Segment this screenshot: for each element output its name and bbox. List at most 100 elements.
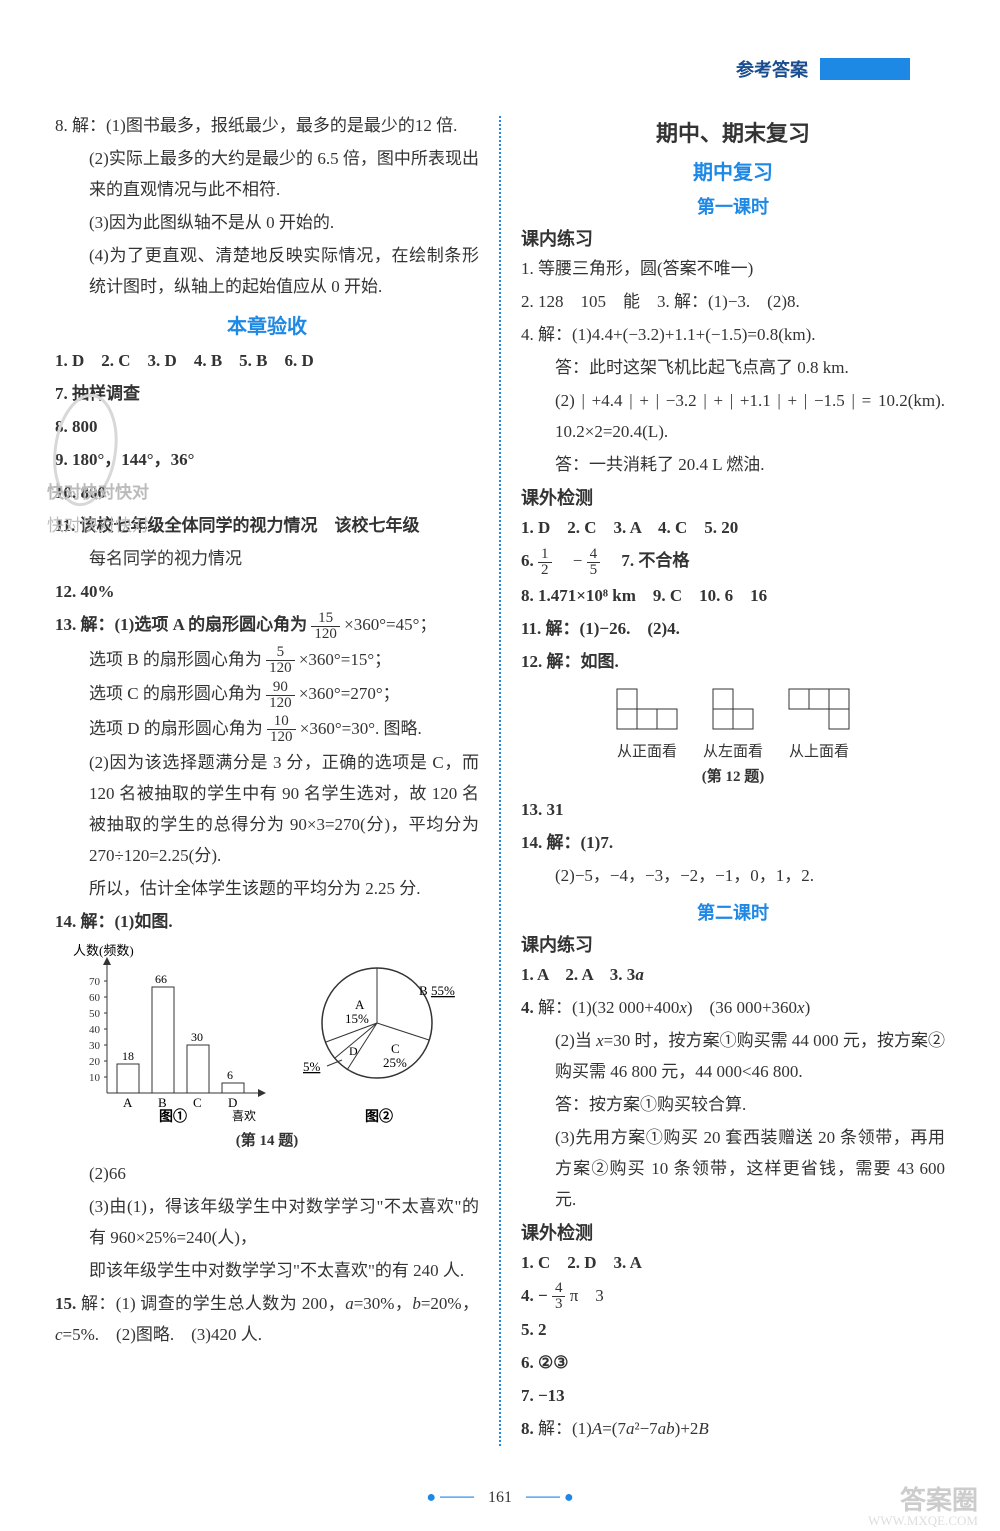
frac-d: 120 bbox=[311, 627, 340, 642]
view-left-label: 从左面看 bbox=[703, 740, 763, 761]
header-label: 参考答案 bbox=[736, 56, 808, 82]
r4c: (2) | +4.4 | + | −3.2 | + | +1.1 | + | −… bbox=[521, 385, 945, 447]
l2w4-pre: 4. − bbox=[521, 1286, 548, 1305]
mid-title: 期中复习 bbox=[521, 156, 945, 185]
frac-a: 15120 bbox=[311, 611, 340, 642]
svg-text:5%: 5% bbox=[303, 1059, 321, 1074]
r4b: 答：此时这架飞机比起飞点高了 0.8 km. bbox=[521, 352, 945, 383]
frac-d: 10120 bbox=[267, 714, 296, 745]
l2-4b: (2)当 x=30 时，按方案①购买需 44 000 元，按方案②购买需 46 … bbox=[521, 1025, 945, 1087]
svg-text:20: 20 bbox=[89, 1056, 101, 1068]
q8-4: (4)为了更直观、清楚地反映实际情况，在绘制条形统计图时，纵轴上的起始值应从 0… bbox=[55, 240, 479, 302]
page-content: 8. 解：(1)图书最多，报纸最少，最多的是最少的12 倍. (2)实际上最多的… bbox=[0, 0, 1000, 1506]
l2-4a: 4. 解：(1)(32 000+400x) (36 000+360x) bbox=[521, 992, 945, 1023]
frac-n: 5 bbox=[266, 645, 295, 661]
frac-c: 90120 bbox=[266, 680, 295, 711]
q8-2: (2)实际上最多的大约是最少的 6.5 倍，图中所表现出来的直观情况与此不相符. bbox=[55, 143, 479, 205]
svg-text:66: 66 bbox=[155, 972, 167, 986]
frac-d: 5 bbox=[587, 563, 601, 578]
rw6-mid: − bbox=[556, 551, 583, 570]
rw8: 8. 1.471×10⁸ km 9. C 10. 6 16 bbox=[521, 580, 945, 611]
rw11: 11. 解：(1)−26. (2)4. bbox=[521, 613, 945, 644]
svg-text:25%: 25% bbox=[383, 1055, 407, 1070]
svg-text:C: C bbox=[391, 1041, 400, 1056]
q13-d-tail: ×360°=30°. 图略. bbox=[300, 719, 422, 738]
bar-y-label: 人数(频数) bbox=[73, 943, 134, 958]
frac-d: 120 bbox=[266, 696, 295, 711]
frac-d: 120 bbox=[267, 730, 296, 745]
view-left: 从左面看 bbox=[703, 687, 763, 761]
q13-b-tail: ×360°=15°； bbox=[299, 650, 391, 669]
page-number: 161 bbox=[488, 1489, 512, 1506]
svg-text:55%: 55% bbox=[431, 983, 455, 998]
q13-2b: 所以，估计全体学生该题的平均分为 2.25 分. bbox=[55, 873, 479, 904]
rw14a: 14. 解：(1)7. bbox=[521, 827, 945, 858]
q11a: 快对快对快对 11. 该校七年级全体同学的视力情况 该校七年级 bbox=[55, 510, 479, 541]
q8-1: 8. 解：(1)图书最多，报纸最少，最多的是最少的12 倍. bbox=[55, 110, 479, 141]
svg-text:30: 30 bbox=[191, 1030, 203, 1044]
q14-2: (2)66 bbox=[55, 1158, 479, 1189]
svg-text:B: B bbox=[158, 1095, 167, 1110]
r4d: 答：一共消耗了 20.4 L 燃油. bbox=[521, 449, 945, 480]
big-title: 期中、期末复习 bbox=[521, 116, 945, 148]
svg-text:C: C bbox=[193, 1095, 202, 1110]
rw6: 6. 12 − 45 7. 不合格 bbox=[521, 545, 945, 578]
q13-c: 选项 C 的扇形圆心角为 90120 ×360°=270°； bbox=[55, 678, 479, 711]
svg-text:6: 6 bbox=[227, 1068, 233, 1082]
l2w4-post: π 3 bbox=[570, 1286, 604, 1305]
q13-c-intro: 选项 C 的扇形圆心角为 bbox=[89, 684, 262, 703]
l2-4c: 答：按方案①购买较合算. bbox=[521, 1089, 945, 1120]
view-top-label: 从上面看 bbox=[787, 740, 851, 761]
l2w8: 8. 解：(1)A=(7a²−7ab)+2B bbox=[521, 1413, 945, 1444]
l2w1: 1. C 2. D 3. A bbox=[521, 1247, 945, 1278]
svg-text:D: D bbox=[349, 1044, 358, 1058]
q13-2a: (2)因为该选择题满分是 3 分，正确的选项是 C，而 120 名被抽取的学生中… bbox=[55, 747, 479, 871]
mc-answers: 1. D 2. C 3. D 4. B 5. B 6. D bbox=[55, 345, 479, 376]
pie-chart: B 55% A 15% C 25% D 5% 图② bbox=[297, 943, 467, 1123]
svg-text:A: A bbox=[355, 997, 365, 1012]
rw12: 12. 解：如图. bbox=[521, 646, 945, 677]
q13-b: 选项 B 的扇形圆心角为 5120 ×360°=15°； bbox=[55, 644, 479, 677]
l2-4d: (3)先用方案①购买 20 套西装赠送 20 条领带，再用方案②购买 10 条领… bbox=[521, 1122, 945, 1215]
q13-a-intro: 13. 解：(1)选项 A 的扇形圆心角为 bbox=[55, 615, 307, 634]
l2w4: 4. − 43 π 3 bbox=[521, 1280, 945, 1313]
frac-n: 90 bbox=[266, 680, 295, 696]
fig12-caption: (第 12 题) bbox=[521, 765, 945, 786]
frac-n: 4 bbox=[552, 1281, 566, 1297]
frac-n: 15 bbox=[311, 611, 340, 627]
frac-n: 1 bbox=[538, 547, 552, 563]
q12: 12. 40% bbox=[55, 576, 479, 607]
frac-b: 5120 bbox=[266, 645, 295, 676]
view-top: 从上面看 bbox=[787, 687, 851, 761]
header-bar bbox=[820, 58, 910, 80]
page-footer: ● ─── 161 ─── ● bbox=[0, 1489, 1000, 1507]
svg-text:B: B bbox=[419, 983, 428, 998]
svg-text:40: 40 bbox=[89, 1024, 101, 1036]
svg-text:18: 18 bbox=[122, 1049, 134, 1063]
q14-3b: 即该年级学生中对数学学习"不太喜欢"的有 240 人. bbox=[55, 1255, 479, 1286]
view-front: 从正面看 bbox=[615, 687, 679, 761]
svg-text:A: A bbox=[123, 1095, 133, 1110]
frac-d: 2 bbox=[538, 563, 552, 578]
header-tag: 参考答案 bbox=[736, 56, 910, 82]
lesson1-title: 第一课时 bbox=[521, 193, 945, 219]
rw1: 1. D 2. C 3. A 4. C 5. 20 bbox=[521, 512, 945, 543]
svg-text:30: 30 bbox=[89, 1040, 101, 1052]
r2: 2. 128 105 能 3. 解：(1)−3. (2)8. bbox=[521, 286, 945, 317]
rw14b: (2)−5，−4，−3，−2，−1，0，1，2. bbox=[521, 860, 945, 891]
l2w7: 7. −13 bbox=[521, 1380, 945, 1411]
q13-d: 选项 D 的扇形圆心角为 10120 ×360°=30°. 图略. bbox=[55, 713, 479, 746]
q11b: 每名同学的视力情况 bbox=[55, 543, 479, 574]
bar-title: 图① bbox=[159, 1108, 187, 1123]
rw6-pre: 6. bbox=[521, 551, 538, 570]
svg-text:70: 70 bbox=[89, 976, 101, 988]
wm-text2: 快对快对快对 bbox=[47, 510, 149, 541]
frac-n: 4 bbox=[587, 547, 601, 563]
l2w6: 6. ②③ bbox=[521, 1347, 945, 1378]
l2w5: 5. 2 bbox=[521, 1314, 945, 1345]
kw-title: 课外检测 bbox=[521, 484, 945, 510]
q13-d-intro: 选项 D 的扇形圆心角为 bbox=[89, 719, 263, 738]
corner-url: WWW.MXQE.COM bbox=[868, 1513, 978, 1529]
bar-x-label1: 喜欢 bbox=[232, 1108, 256, 1123]
r4a: 4. 解：(1)4.4+(−3.2)+1.1+(−1.5)=0.8(km). bbox=[521, 319, 945, 350]
